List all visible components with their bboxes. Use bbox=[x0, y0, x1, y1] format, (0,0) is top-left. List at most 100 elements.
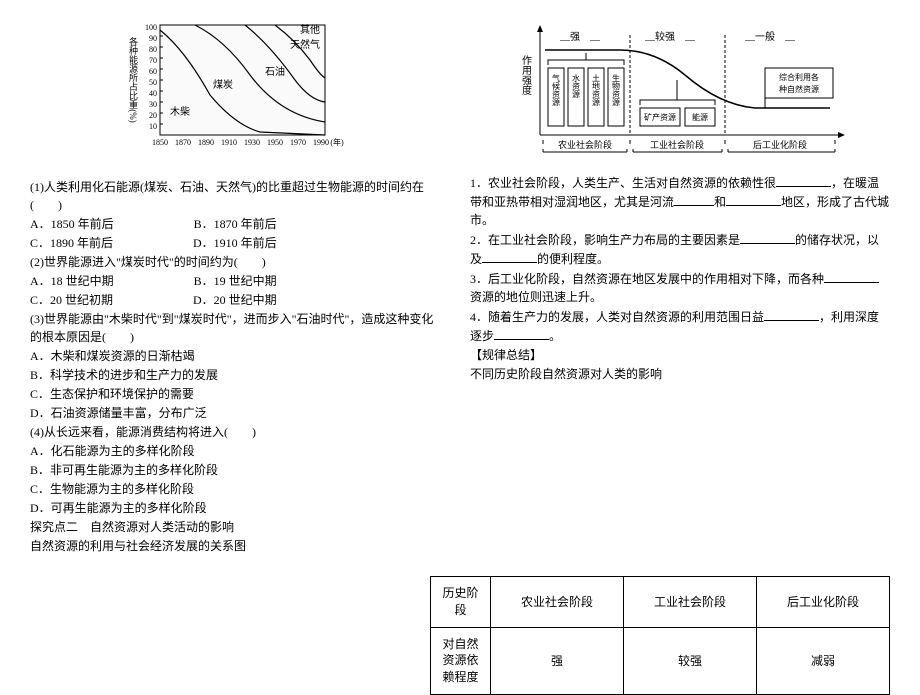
table-header-dep: 对自然资源依赖程度 bbox=[431, 627, 491, 694]
rule-summary-sub: 不同历史阶段自然资源对人类的影响 bbox=[470, 365, 890, 383]
table-val-2: 较强 bbox=[624, 627, 757, 694]
svg-text:强: 强 bbox=[570, 31, 580, 43]
q4-option-c: C．生物能源为主的多样化阶段 bbox=[30, 480, 440, 498]
svg-text:后工业化阶段: 后工业化阶段 bbox=[753, 139, 807, 150]
p3-text-b: 资源的地位则迅速上升。 bbox=[470, 290, 602, 304]
para-3: 3．后工业化阶段，自然资源在地区发展中的作用相对下降，而各种资源的地位则迅速上升… bbox=[470, 269, 890, 306]
svg-text:60: 60 bbox=[149, 67, 157, 76]
q3-option-b: B．科学技术的进步和生产力的发展 bbox=[30, 366, 440, 384]
svg-text:—: — bbox=[744, 35, 756, 46]
para-4: 4．随着生产力的发展，人类对自然资源的利用范围日益，利用深度逐步。 bbox=[470, 307, 890, 345]
svg-text:1990: 1990 bbox=[313, 138, 329, 147]
svg-text:生物资源: 生物资源 bbox=[612, 73, 621, 107]
svg-text:40: 40 bbox=[149, 89, 157, 98]
q2-option-b: B．19 世纪中期 bbox=[194, 272, 277, 290]
q4-option-d: D．可再生能源为主的多样化阶段 bbox=[30, 499, 440, 517]
svg-text:能源: 能源 bbox=[692, 112, 708, 122]
svg-text:天然气: 天然气 bbox=[290, 38, 320, 51]
table-val-3: 减弱 bbox=[757, 627, 890, 694]
q2-option-c: C．20 世纪初期 bbox=[30, 291, 113, 309]
question-3: (3)世界能源由"木柴时代"到"煤炭时代"，进而步入"石油时代"，造成这种变化的… bbox=[30, 310, 440, 346]
svg-text:1930: 1930 bbox=[244, 138, 260, 147]
svg-text:一般: 一般 bbox=[755, 30, 775, 43]
svg-text:50: 50 bbox=[149, 78, 157, 87]
p2-text-c: 的便利程度。 bbox=[537, 252, 609, 266]
stage-summary-table: 历史阶段 农业社会阶段 工业社会阶段 后工业化阶段 对自然资源依赖程度 强 较强… bbox=[430, 576, 890, 695]
para-1: 1．农业社会阶段，人类生产、生活对自然资源的依赖性很，在暖温带和亚热带相对湿润地… bbox=[470, 173, 890, 229]
svg-text:木柴: 木柴 bbox=[170, 105, 190, 118]
svg-text:90: 90 bbox=[149, 34, 157, 43]
svg-text:—: — bbox=[684, 35, 696, 46]
blank bbox=[824, 269, 879, 283]
q1-option-d: D．1910 年前后 bbox=[193, 234, 277, 252]
svg-text:1950: 1950 bbox=[267, 138, 283, 147]
question-2: (2)世界能源进入"煤炭时代"的时间约为( ) bbox=[30, 253, 440, 271]
q4-option-a: A．化石能源为主的多样化阶段 bbox=[30, 442, 440, 460]
svg-text:综合利用各: 综合利用各 bbox=[779, 72, 819, 82]
q1-option-b: B．1870 年前后 bbox=[194, 215, 277, 233]
svg-text:作用强度: 作用强度 bbox=[520, 55, 532, 96]
svg-text:其他: 其他 bbox=[300, 23, 320, 36]
svg-text:80: 80 bbox=[149, 45, 157, 54]
q4-option-b: B．非可再生能源为主的多样化阶段 bbox=[30, 461, 440, 479]
q2-option-d: D．20 世纪中期 bbox=[193, 291, 277, 309]
p3-text-a: 3．后工业化阶段，自然资源在地区发展中的作用相对下降，而各种 bbox=[470, 272, 824, 286]
blank bbox=[674, 192, 714, 206]
svg-text:70: 70 bbox=[149, 56, 157, 65]
blank bbox=[776, 173, 831, 187]
svg-text:—: — bbox=[784, 35, 796, 46]
rule-summary-title: 【规律总结】 bbox=[470, 346, 890, 364]
svg-text:20: 20 bbox=[149, 111, 157, 120]
svg-text:煤炭: 煤炭 bbox=[213, 78, 233, 91]
para-2: 2．在工业社会阶段，影响生产力布局的主要因素是的储存状况，以及的便利程度。 bbox=[470, 230, 890, 268]
blank bbox=[726, 192, 781, 206]
svg-text:100: 100 bbox=[145, 23, 157, 32]
table-col-post: 后工业化阶段 bbox=[757, 577, 890, 628]
p4-text-c: 。 bbox=[549, 329, 561, 343]
explore-subtitle: 自然资源的利用与社会经济发展的关系图 bbox=[30, 537, 440, 555]
resource-stage-diagram: 作用强度 强 — — 较强 — — 一般 — — 气候资源 水资源 bbox=[510, 20, 850, 165]
svg-text:—: — bbox=[589, 35, 601, 46]
svg-text:气候资源: 气候资源 bbox=[552, 73, 561, 107]
q1-option-a: A．1850 年前后 bbox=[30, 215, 114, 233]
svg-text:石油: 石油 bbox=[265, 65, 285, 78]
table-col-ind: 工业社会阶段 bbox=[624, 577, 757, 628]
blank bbox=[494, 326, 549, 340]
svg-text:—: — bbox=[644, 35, 656, 46]
svg-text:种自然资源: 种自然资源 bbox=[779, 84, 819, 94]
q2-option-a: A．18 世纪中期 bbox=[30, 272, 114, 290]
svg-text:1850: 1850 bbox=[152, 138, 168, 147]
svg-text:矿产资源: 矿产资源 bbox=[644, 112, 676, 122]
svg-text:—: — bbox=[559, 35, 571, 46]
svg-text:30: 30 bbox=[149, 100, 157, 109]
blank bbox=[764, 307, 819, 321]
table-header-stage: 历史阶段 bbox=[431, 577, 491, 628]
p1-text-a: 1．农业社会阶段，人类生产、生活对自然资源的依赖性很 bbox=[470, 176, 776, 190]
svg-text:1910: 1910 bbox=[221, 138, 237, 147]
svg-text:1970: 1970 bbox=[290, 138, 306, 147]
svg-text:10: 10 bbox=[149, 122, 157, 131]
svg-text:1870: 1870 bbox=[175, 138, 191, 147]
q3-option-d: D．石油资源储量丰富，分布广泛 bbox=[30, 404, 440, 422]
blank bbox=[740, 230, 795, 244]
energy-share-chart: 100 90 80 70 60 50 40 30 20 10 bbox=[115, 20, 355, 170]
svg-text:各种能源所占比重(%): 各种能源所占比重(%) bbox=[128, 36, 138, 123]
svg-text:水资源: 水资源 bbox=[572, 73, 581, 99]
table-val-1: 强 bbox=[491, 627, 624, 694]
svg-text:农业社会阶段: 农业社会阶段 bbox=[558, 139, 612, 150]
svg-text:较强: 较强 bbox=[655, 30, 675, 43]
blank bbox=[482, 249, 537, 263]
svg-text:1890: 1890 bbox=[198, 138, 214, 147]
svg-text:(年): (年) bbox=[330, 137, 344, 147]
p4-text-a: 4．随着生产力的发展，人类对自然资源的利用范围日益 bbox=[470, 310, 764, 324]
p1-text-c: 和 bbox=[714, 195, 726, 209]
explore-point-title: 探究点二 自然资源对人类活动的影响 bbox=[30, 518, 440, 536]
table-col-agri: 农业社会阶段 bbox=[491, 577, 624, 628]
q3-option-a: A．木柴和煤炭资源的日渐枯竭 bbox=[30, 347, 440, 365]
svg-text:工业社会阶段: 工业社会阶段 bbox=[650, 139, 704, 150]
q3-option-c: C．生态保护和环境保护的需要 bbox=[30, 385, 440, 403]
question-1: (1)人类利用化石能源(煤炭、石油、天然气)的比重超过生物能源的时间约在( ) bbox=[30, 178, 440, 214]
q1-option-c: C．1890 年前后 bbox=[30, 234, 113, 252]
svg-text:土地资源: 土地资源 bbox=[592, 73, 601, 107]
question-4: (4)从长远来看，能源消费结构将进入( ) bbox=[30, 423, 440, 441]
